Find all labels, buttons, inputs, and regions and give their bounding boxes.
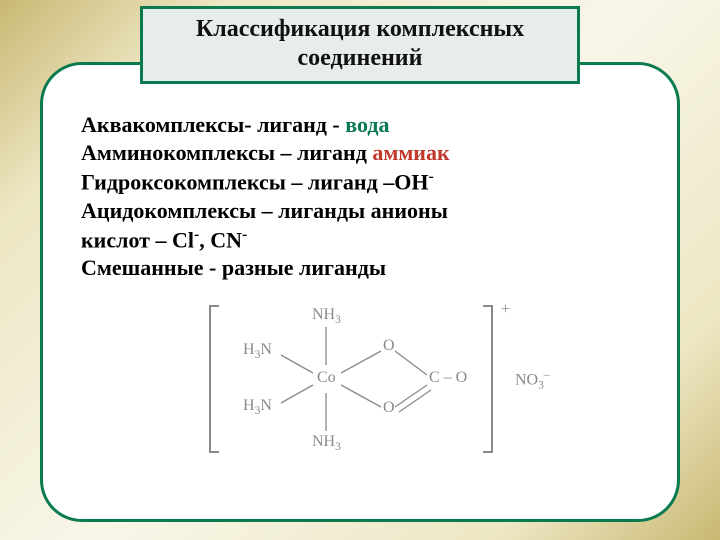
line-ammino: Амминокомплексы – лиганд аммиак: [81, 139, 641, 167]
title-line-1: Классификация комплексных: [153, 15, 567, 44]
line-acido-1: Ацидокомплексы – лиганды анионы: [81, 197, 641, 225]
line-acido-2b: , CN: [199, 227, 242, 252]
line-acido-1-text: Ацидокомплексы – лиганды анионы: [81, 198, 448, 223]
line-hydroxo: Гидроксокомплексы – лиганд –ОН-: [81, 167, 641, 196]
lbl-c-o: C – O: [429, 369, 467, 387]
line-aqua-ligand: вода: [345, 112, 389, 137]
lbl-o-up: O: [383, 337, 395, 355]
lbl-nh3-top: NH3: [312, 306, 341, 326]
lbl-h3n-ul-a: H: [243, 341, 255, 358]
lbl-c: C: [429, 369, 440, 386]
line-mixed: Смешанные - разные лиганды: [81, 254, 641, 282]
lbl-o2: O: [456, 369, 468, 386]
lbl-h3n-ul-c: N: [260, 341, 272, 358]
lbl-nh3-bot-b: 3: [335, 441, 341, 453]
line-aqua: Аквакомплексы- лиганд - вода: [81, 111, 641, 139]
lbl-dash: –: [440, 369, 456, 386]
lbl-h3n-ll-a: H: [243, 397, 255, 414]
lbl-nh3-top-b: 3: [335, 314, 341, 326]
line-hydroxo-sup: -: [428, 168, 433, 185]
lbl-nh3-bot: NH3: [312, 433, 341, 453]
line-ammino-a: Амминокомплексы – лиганд: [81, 140, 372, 165]
lbl-h3n-ul: H3N: [243, 341, 272, 361]
lbl-co: Co: [317, 369, 336, 387]
line-acido-2: кислот – Cl-, CN-: [81, 225, 641, 254]
line-hydroxo-text: Гидроксокомплексы – лиганд –ОН: [81, 170, 428, 195]
lbl-h3n-ll-c: N: [260, 397, 272, 414]
lbl-no3-c: –: [544, 369, 550, 381]
line-acido-sup2: -: [242, 226, 247, 243]
lbl-plus: +: [501, 301, 510, 319]
text-block: Аквакомплексы- лиганд - вода Амминокомпл…: [81, 111, 641, 283]
lbl-nh3-bot-a: NH: [312, 433, 335, 450]
lbl-nh3-top-a: NH: [312, 306, 335, 323]
line-acido-2a: кислот – Cl: [81, 227, 194, 252]
content-card: Аквакомплексы- лиганд - вода Амминокомпл…: [40, 62, 680, 522]
line-ammino-ligand: аммиак: [372, 140, 449, 165]
lbl-no3-b: 3: [538, 379, 544, 391]
title-line-2: соединений: [153, 44, 567, 73]
lbl-o-lo: O: [383, 399, 395, 417]
title-box: Классификация комплексных соединений: [140, 6, 580, 84]
lbl-h3n-ll: H3N: [243, 397, 272, 417]
lbl-no3-a: NO: [515, 371, 538, 388]
line-aqua-a: Аквакомплексы- лиганд -: [81, 112, 345, 137]
structure-diagram: Co NH3 NH3 H3N H3N O O C – O + NO3–: [171, 299, 591, 459]
lbl-no3: NO3–: [515, 369, 550, 392]
